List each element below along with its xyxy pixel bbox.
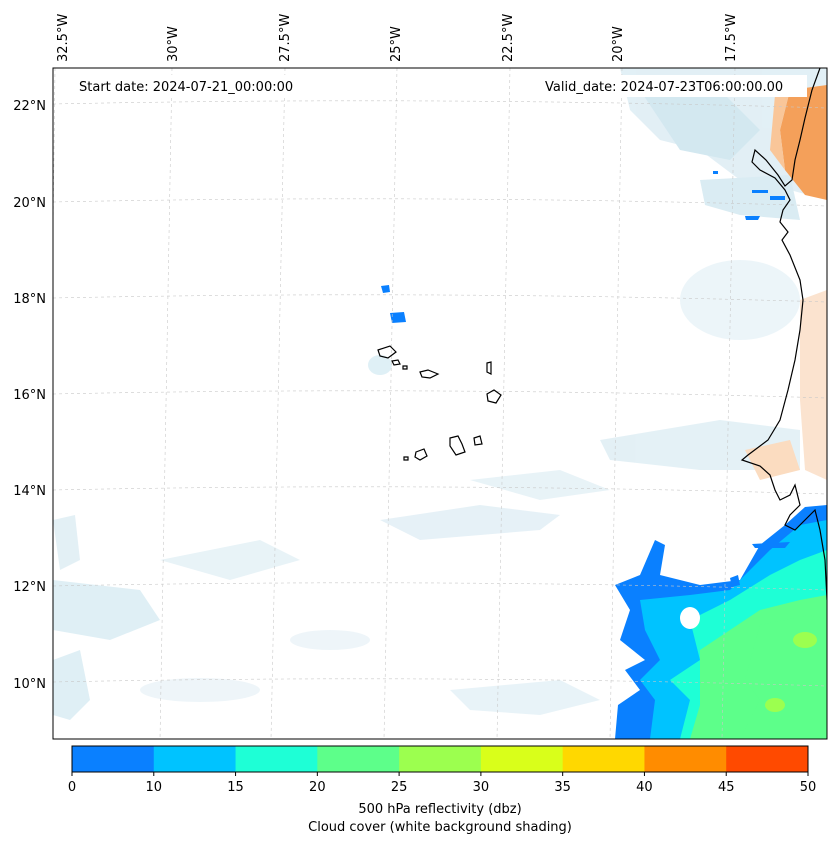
- colorbar-label: 500 hPa reflectivity (dbz): [358, 802, 521, 817]
- start-date-box: Start date: 2024-07-21_00:00:00: [74, 75, 314, 97]
- colorbar: 0 10 15 20 25 30 35 40 45 50: [68, 745, 817, 795]
- colorbar-segment: [72, 746, 155, 772]
- lon-label-32-5w: 32.5°W: [56, 14, 71, 62]
- reflectivity-convective-area: [381, 171, 827, 739]
- lat-label-22n: 22°N: [13, 99, 46, 114]
- colorbar-sublabel: Cloud cover (white background shading): [308, 820, 572, 835]
- valid-date-box: Valid_date: 2024-07-23T06:00:00.00: [540, 75, 807, 97]
- colorbar-segment: [317, 746, 400, 772]
- colorbar-segment: [153, 746, 237, 772]
- colorbar-tick-label: 45: [718, 780, 735, 795]
- lon-label-17-5w: 17.5°W: [724, 14, 739, 62]
- map-border: [52, 67, 828, 740]
- colorbar-segment: [562, 746, 645, 772]
- colorbar-tick-label: 50: [800, 780, 817, 795]
- colorbar-tick-label: 35: [554, 780, 571, 795]
- lon-label-27-5w: 27.5°W: [278, 14, 293, 62]
- colorbar-tick-label: 10: [146, 780, 163, 795]
- colorbar-segment: [480, 746, 564, 772]
- colorbar-segment: [235, 746, 318, 772]
- colorbar-segment: [644, 746, 727, 772]
- lat-label-18n: 18°N: [13, 292, 46, 307]
- colorbar-tick-label: 20: [309, 780, 326, 795]
- colorbar-tick-label: 0: [68, 780, 76, 795]
- start-date-text: Start date: 2024-07-21_00:00:00: [79, 80, 293, 95]
- lat-label-20n: 20°N: [13, 196, 46, 211]
- colorbar-tick-label: 25: [391, 780, 408, 795]
- colorbar-tick-label: 40: [636, 780, 653, 795]
- colorbar-tick-label: 15: [227, 780, 244, 795]
- lon-label-30w: 30°W: [166, 26, 181, 62]
- colorbar-segment: [399, 746, 482, 772]
- cloud-cover-shading: [53, 68, 827, 720]
- lat-label-10n: 10°N: [13, 677, 46, 692]
- santo-antao-outline: [377, 345, 397, 359]
- lat-label-14n: 14°N: [13, 484, 46, 499]
- latitude-labels: 22°N 20°N 18°N 16°N 14°N 12°N 10°N: [13, 99, 46, 692]
- lat-label-16n: 16°N: [13, 388, 46, 403]
- coastlines: [377, 68, 827, 601]
- lon-label-20w: 20°W: [611, 26, 626, 62]
- longitude-labels: 32.5°W 30°W 27.5°W 25°W 22.5°W 20°W 17.5…: [56, 14, 739, 62]
- valid-date-text: Valid_date: 2024-07-23T06:00:00.00: [545, 80, 783, 95]
- colorbar-border: [71, 745, 809, 773]
- lon-label-22-5w: 22.5°W: [501, 14, 516, 62]
- colorbar-tick-label: 30: [473, 780, 490, 795]
- lon-label-25w: 25°W: [389, 26, 404, 62]
- graticule-lines: [53, 68, 827, 739]
- lat-label-12n: 12°N: [13, 580, 46, 595]
- colorbar-segment: [726, 746, 809, 772]
- reflectivity-orange-field: [745, 85, 827, 480]
